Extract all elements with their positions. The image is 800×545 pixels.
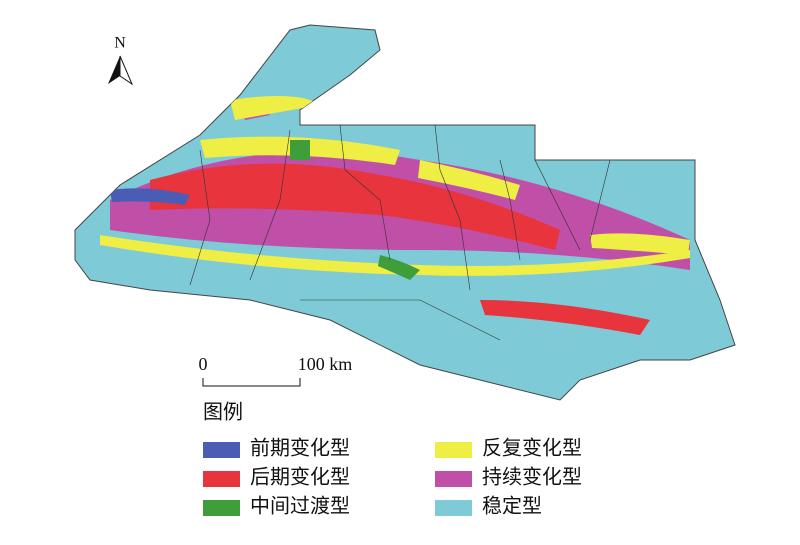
legend-label: 前期变化型 bbox=[250, 437, 350, 460]
legend-label: 反复变化型 bbox=[482, 437, 582, 460]
legend-swatch bbox=[203, 500, 240, 516]
north-label: N bbox=[114, 35, 126, 52]
legend-label: 持续变化型 bbox=[482, 466, 582, 489]
legend-swatch bbox=[435, 500, 472, 516]
scale-bar: 0 100 km bbox=[199, 354, 353, 387]
legend-label: 中间过渡型 bbox=[250, 495, 350, 518]
legend-title: 图例 bbox=[203, 401, 243, 424]
map bbox=[74, 24, 736, 401]
north-arrow: N bbox=[108, 35, 134, 86]
scale-end: 100 km bbox=[298, 354, 353, 374]
legend-label: 稳定型 bbox=[482, 495, 542, 518]
legend-swatch bbox=[203, 471, 240, 487]
land-change-patches bbox=[100, 96, 690, 335]
legend-swatch bbox=[203, 442, 240, 458]
district-boundaries bbox=[189, 124, 611, 341]
legend-swatch bbox=[435, 471, 472, 487]
scale-start: 0 bbox=[199, 354, 208, 374]
legend-swatch bbox=[435, 442, 472, 458]
legend-label: 后期变化型 bbox=[250, 466, 350, 489]
